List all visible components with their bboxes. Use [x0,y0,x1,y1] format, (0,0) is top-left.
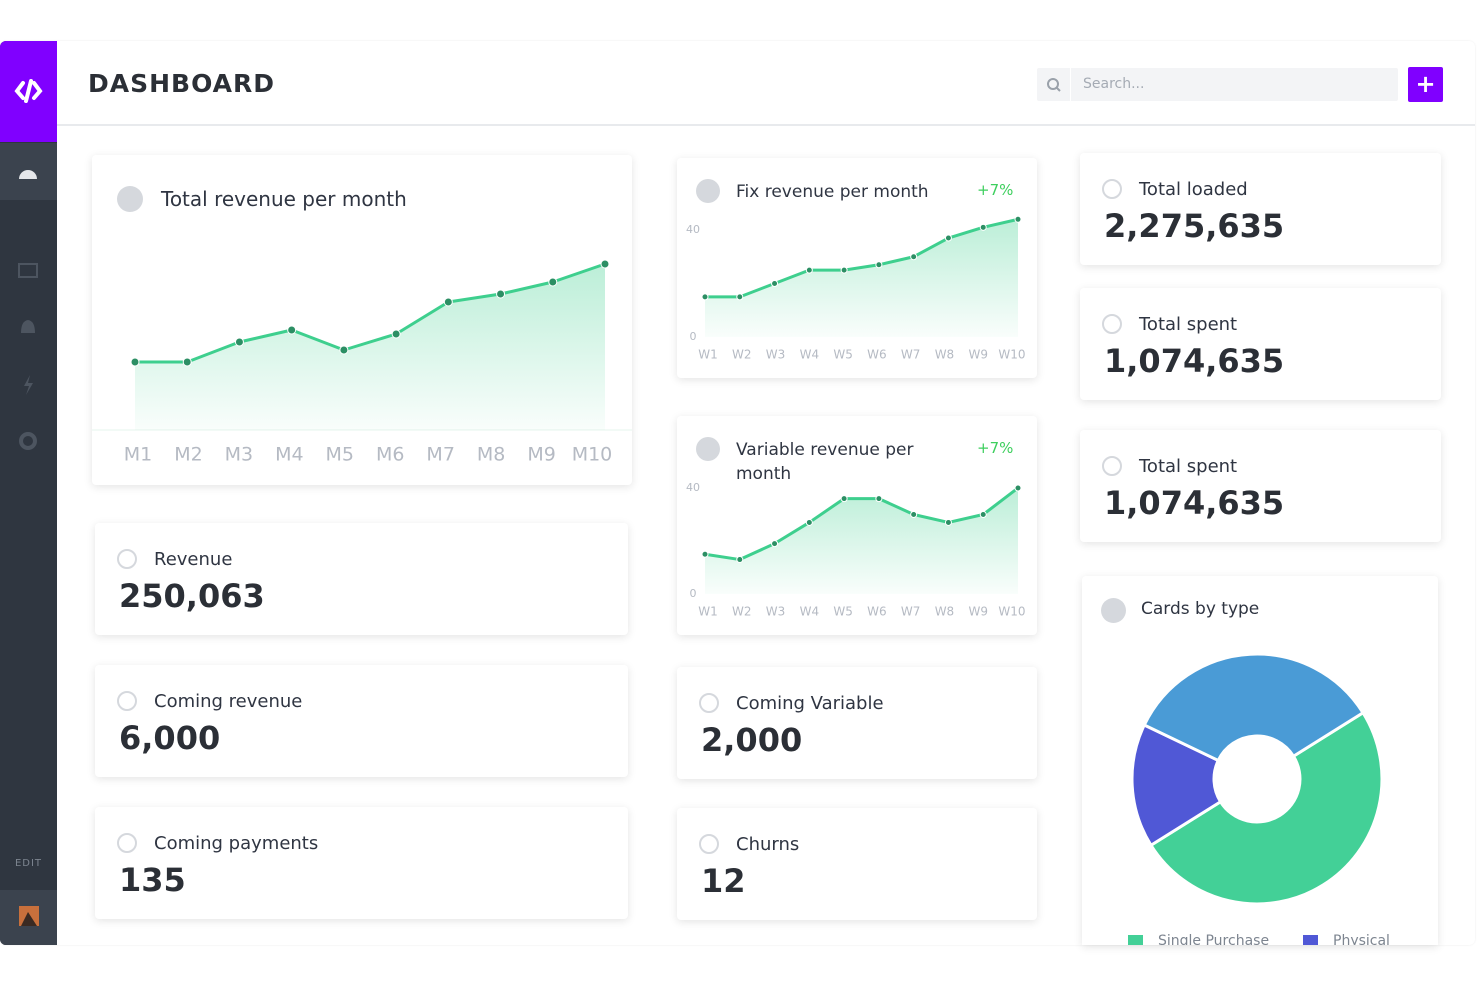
stat-card: Churns 12 [677,808,1037,920]
stat-label: Coming Variable [736,693,884,714]
stat-icon [699,834,719,854]
stat-label: Total spent [1139,314,1238,335]
nav-bolt[interactable] [24,375,33,395]
check-icon [1101,598,1126,623]
search-glyph [1047,78,1061,92]
sidebar: EDIT [0,41,57,945]
nav-table[interactable] [18,263,38,278]
chart-card: Cards by type [1082,576,1438,945]
logo-icon [14,79,43,103]
nav-settings[interactable] [19,432,37,450]
nav-dashboard[interactable] [19,170,37,179]
stat-label: Churns [736,834,800,855]
stat-label: Total spent [1139,456,1238,477]
stat-card: Total spent 1,074,635 [1080,430,1441,542]
stat-label: Total loaded [1139,179,1248,200]
check-icon [696,179,720,203]
stat-value: 6,000 [119,719,221,757]
search-icon [1037,68,1071,101]
stat-card: Revenue 250,063 [95,523,628,635]
check-icon [117,186,143,212]
stat-icon [1102,314,1122,334]
add-button[interactable]: + [1408,67,1443,102]
stat-label: Revenue [154,549,233,570]
stat-card: Total spent 1,074,635 [1080,288,1441,400]
stat-icon [117,833,137,853]
chart-title: Cards by type [1141,599,1260,619]
avatar[interactable] [0,890,57,945]
chart-card: Fix revenue per month +7% [677,158,1037,378]
header-divider [57,124,1475,126]
page-title: DASHBOARD [88,69,276,98]
stat-icon [1102,456,1122,476]
chart-card: Total revenue per month [92,155,632,485]
edit-label[interactable]: EDIT [14,858,43,869]
stat-label: Coming payments [154,833,319,854]
stat-value: 2,275,635 [1104,207,1285,245]
stat-card: Coming payments 135 [95,807,628,919]
avatar-image [19,906,39,926]
stat-icon [117,549,137,569]
chart-title: Fix revenue per month [736,182,929,202]
stat-value: 1,074,635 [1104,484,1285,522]
change-badge: +7% [977,181,1014,199]
check-icon [696,437,720,461]
chart-card: Variable revenue per month +7% [677,416,1037,635]
stat-card: Coming Variable 2,000 [677,667,1037,779]
stat-card: Coming revenue 6,000 [95,665,628,777]
stat-label: Coming revenue [154,691,303,712]
stat-value: 12 [701,862,746,900]
change-badge: +7% [977,439,1014,457]
search-box[interactable]: Search... [1037,68,1398,101]
stat-value: 1,074,635 [1104,342,1285,380]
stat-icon [1102,179,1122,199]
stat-value: 2,000 [701,721,803,759]
stat-value: 250,063 [119,577,265,615]
search-placeholder: Search... [1083,76,1145,92]
stat-icon [117,691,137,711]
stat-icon [699,693,719,713]
nav-icons [18,170,38,450]
chart-title: Variable revenue per month [736,440,914,484]
stat-card: Total loaded 2,275,635 [1080,153,1441,265]
logo[interactable] [0,41,57,142]
stat-value: 135 [119,861,186,899]
chart-title: Total revenue per month [161,187,407,211]
nav-bell[interactable] [21,320,35,333]
